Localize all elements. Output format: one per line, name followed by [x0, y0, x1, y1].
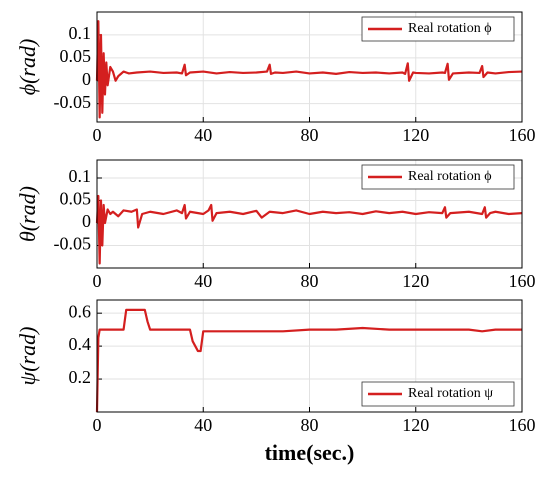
y-tick-label: 0	[82, 69, 91, 89]
data-line	[95, 194, 523, 265]
legend-label: Real rotation ϕ	[408, 21, 492, 36]
x-tick-label: 120	[402, 271, 429, 291]
y-axis-label: ϕ(rad)	[15, 39, 40, 96]
legend: Real rotation ϕ	[361, 164, 515, 190]
data-line	[95, 308, 522, 413]
x-tick-label: 0	[93, 415, 102, 435]
x-tick-label: 40	[194, 125, 212, 145]
x-tick-label: 0	[93, 125, 102, 145]
y-tick-label: 0	[82, 211, 91, 231]
y-tick-label: 0.2	[69, 367, 92, 387]
x-tick-label: 160	[509, 415, 536, 435]
x-tick-label: 40	[194, 271, 212, 291]
x-tick-label: 80	[301, 125, 319, 145]
subplot: 0.2 0.4 0.6 0 40 80 120 160 ψ(rad) time(sec.) Real…	[15, 299, 536, 465]
legend-label: Real rotation ψ	[408, 386, 493, 401]
x-tick-label: 0	[93, 271, 102, 291]
x-axis-label: time(sec.)	[265, 440, 355, 465]
legend: Real rotation ψ	[361, 381, 515, 407]
y-axis-label: ψ(rad)	[15, 327, 40, 386]
axes-frame	[96, 159, 523, 269]
axes-frame	[96, 11, 523, 123]
y-axis-label: θ(rad)	[15, 186, 40, 242]
x-tick-label: 120	[402, 415, 429, 435]
x-tick-label: 80	[301, 415, 319, 435]
y-tick-label: 0.6	[69, 301, 92, 321]
y-tick-label: -0.05	[54, 92, 92, 112]
y-tick-label: 0.05	[60, 46, 92, 66]
legend-label: Real rotation ϕ	[408, 169, 492, 184]
x-tick-label: 160	[509, 271, 536, 291]
y-tick-label: 0.05	[60, 189, 92, 209]
y-tick-label: 0.1	[69, 166, 92, 186]
y-tick-label: -0.05	[54, 234, 92, 254]
x-tick-label: 160	[509, 125, 536, 145]
data-line	[95, 20, 523, 119]
x-tick-label: 120	[402, 125, 429, 145]
axes-frame	[96, 299, 523, 413]
y-tick-label: 0.4	[69, 334, 92, 354]
y-tick-label: 0.1	[69, 23, 92, 43]
legend: Real rotation ϕ	[361, 16, 515, 42]
x-tick-label: 80	[301, 271, 319, 291]
x-tick-label: 40	[194, 415, 212, 435]
